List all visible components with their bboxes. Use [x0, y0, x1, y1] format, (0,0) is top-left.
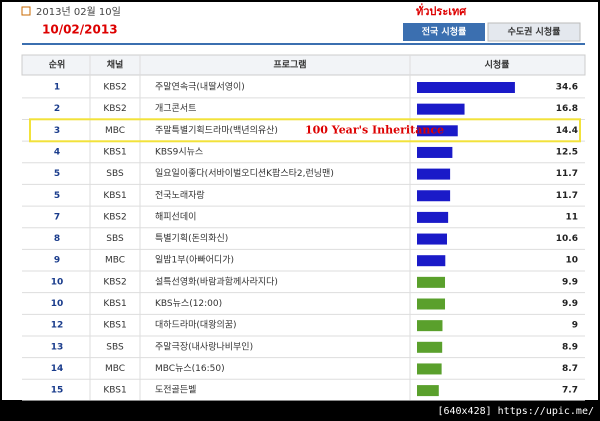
rating-bar: [417, 168, 451, 180]
rating: 7.7: [562, 386, 578, 396]
channel: KBS2: [103, 83, 126, 93]
channel: KBS1: [103, 191, 126, 201]
rating: 10: [565, 256, 578, 266]
tab-rule: [22, 43, 585, 45]
rating-bar: [417, 233, 447, 245]
program: 특별기획(돈의화신): [155, 232, 228, 244]
rank: 5: [54, 169, 60, 179]
rating: 16.8: [556, 104, 578, 114]
table-header: [21, 54, 586, 76]
channel: KBS2: [103, 277, 126, 287]
rating-bar: [417, 190, 451, 202]
rating: 10.6: [556, 234, 578, 244]
rating: 9.9: [562, 299, 578, 309]
rating-bar: [417, 125, 458, 137]
program: 주말특별기획드라마(백년의유산): [155, 124, 278, 136]
rating: 11.7: [556, 191, 578, 201]
rank: 12: [51, 321, 64, 331]
channel: KBS1: [103, 299, 126, 309]
program: 설특선영화(바람과함께사라지다): [155, 275, 278, 287]
column-header: 시청률: [485, 59, 510, 71]
rating: 11: [565, 212, 578, 222]
tab-active[interactable]: [403, 23, 485, 41]
channel: MBC: [105, 256, 125, 266]
watermark: [640x428] https://upic.me/: [437, 406, 594, 417]
channel: KBS1: [103, 147, 126, 157]
tab[interactable]: 수도권 시청률: [508, 26, 561, 38]
rating-bar: [417, 255, 446, 267]
rating-bar: [417, 82, 515, 93]
rating: 11.7: [556, 169, 578, 179]
program: KBS9시뉴스: [155, 146, 203, 157]
rank: 14: [51, 364, 64, 374]
rating-bar: [417, 103, 465, 115]
channel: KBS2: [103, 212, 126, 222]
annotation: 100 Year's Inheritance: [305, 123, 444, 136]
rank: 15: [51, 386, 64, 396]
program: 일요일이좋다(서바이벌오디션K팝스타2,런닝맨): [155, 167, 334, 179]
region-note: ทั่วประเทศ: [416, 3, 467, 18]
rank: 5: [54, 191, 60, 201]
rating: 8.9: [562, 342, 578, 352]
program: KBS뉴스(12:00): [155, 298, 222, 309]
channel: KBS1: [103, 386, 126, 396]
program: 주말극장(내사랑나비부인): [155, 340, 253, 352]
rating: 9.9: [562, 277, 578, 287]
rank: 9: [54, 256, 60, 266]
rank: 1: [54, 83, 60, 93]
rating: 9: [572, 321, 578, 331]
channel: KBS1: [103, 321, 126, 331]
rank: 4: [54, 147, 60, 157]
date: 2013년 02월 10일: [36, 6, 121, 18]
column-header: 채널: [107, 59, 124, 71]
rating-bar: [417, 298, 446, 310]
program: 일밤1부(아빠어디가): [155, 255, 234, 266]
rank: 3: [54, 126, 60, 136]
channel: SBS: [106, 342, 124, 352]
rating-bar: [417, 341, 443, 353]
highlight-box: [29, 118, 581, 143]
program: 주말연속극(내딸서영이): [155, 81, 245, 93]
rank: 2: [54, 104, 60, 114]
rating-bar: [417, 276, 446, 288]
channel: MBC: [105, 364, 125, 374]
date-icon: [21, 6, 31, 16]
tab-inactive[interactable]: [487, 22, 581, 42]
rank: 7: [54, 212, 60, 222]
rating: 8.7: [562, 364, 578, 374]
column-header: 프로그램: [273, 59, 306, 71]
rating-bar: [417, 363, 442, 375]
rating: 34.6: [556, 83, 578, 93]
rating-bar: [417, 211, 449, 223]
rank: 13: [51, 342, 64, 352]
program: 개그콘서트: [155, 103, 196, 114]
program: 전국노래자랑: [155, 189, 205, 201]
program: 도전골든벨: [155, 385, 196, 396]
program: 대하드라마(대왕의꿈): [155, 320, 237, 331]
channel: SBS: [106, 234, 124, 244]
channel: MBC: [105, 126, 125, 136]
tab[interactable]: 전국 시청률: [422, 26, 467, 38]
date-note: 10/02/2013: [42, 23, 118, 37]
rating-bar: [417, 385, 439, 397]
rating-bar: [417, 320, 443, 332]
program: 해피선데이: [155, 211, 196, 222]
rating-bar: [417, 146, 453, 158]
rating: 12.5: [556, 147, 578, 157]
program: MBC뉴스(16:50): [155, 363, 225, 374]
channel: SBS: [106, 169, 124, 179]
channel: KBS2: [103, 104, 126, 114]
rank: 10: [51, 277, 64, 287]
watermark-bar: [0, 401, 600, 421]
column-header: 순위: [49, 59, 66, 71]
rating: 14.4: [556, 126, 578, 136]
rank: 10: [51, 299, 64, 309]
rank: 8: [54, 234, 60, 244]
